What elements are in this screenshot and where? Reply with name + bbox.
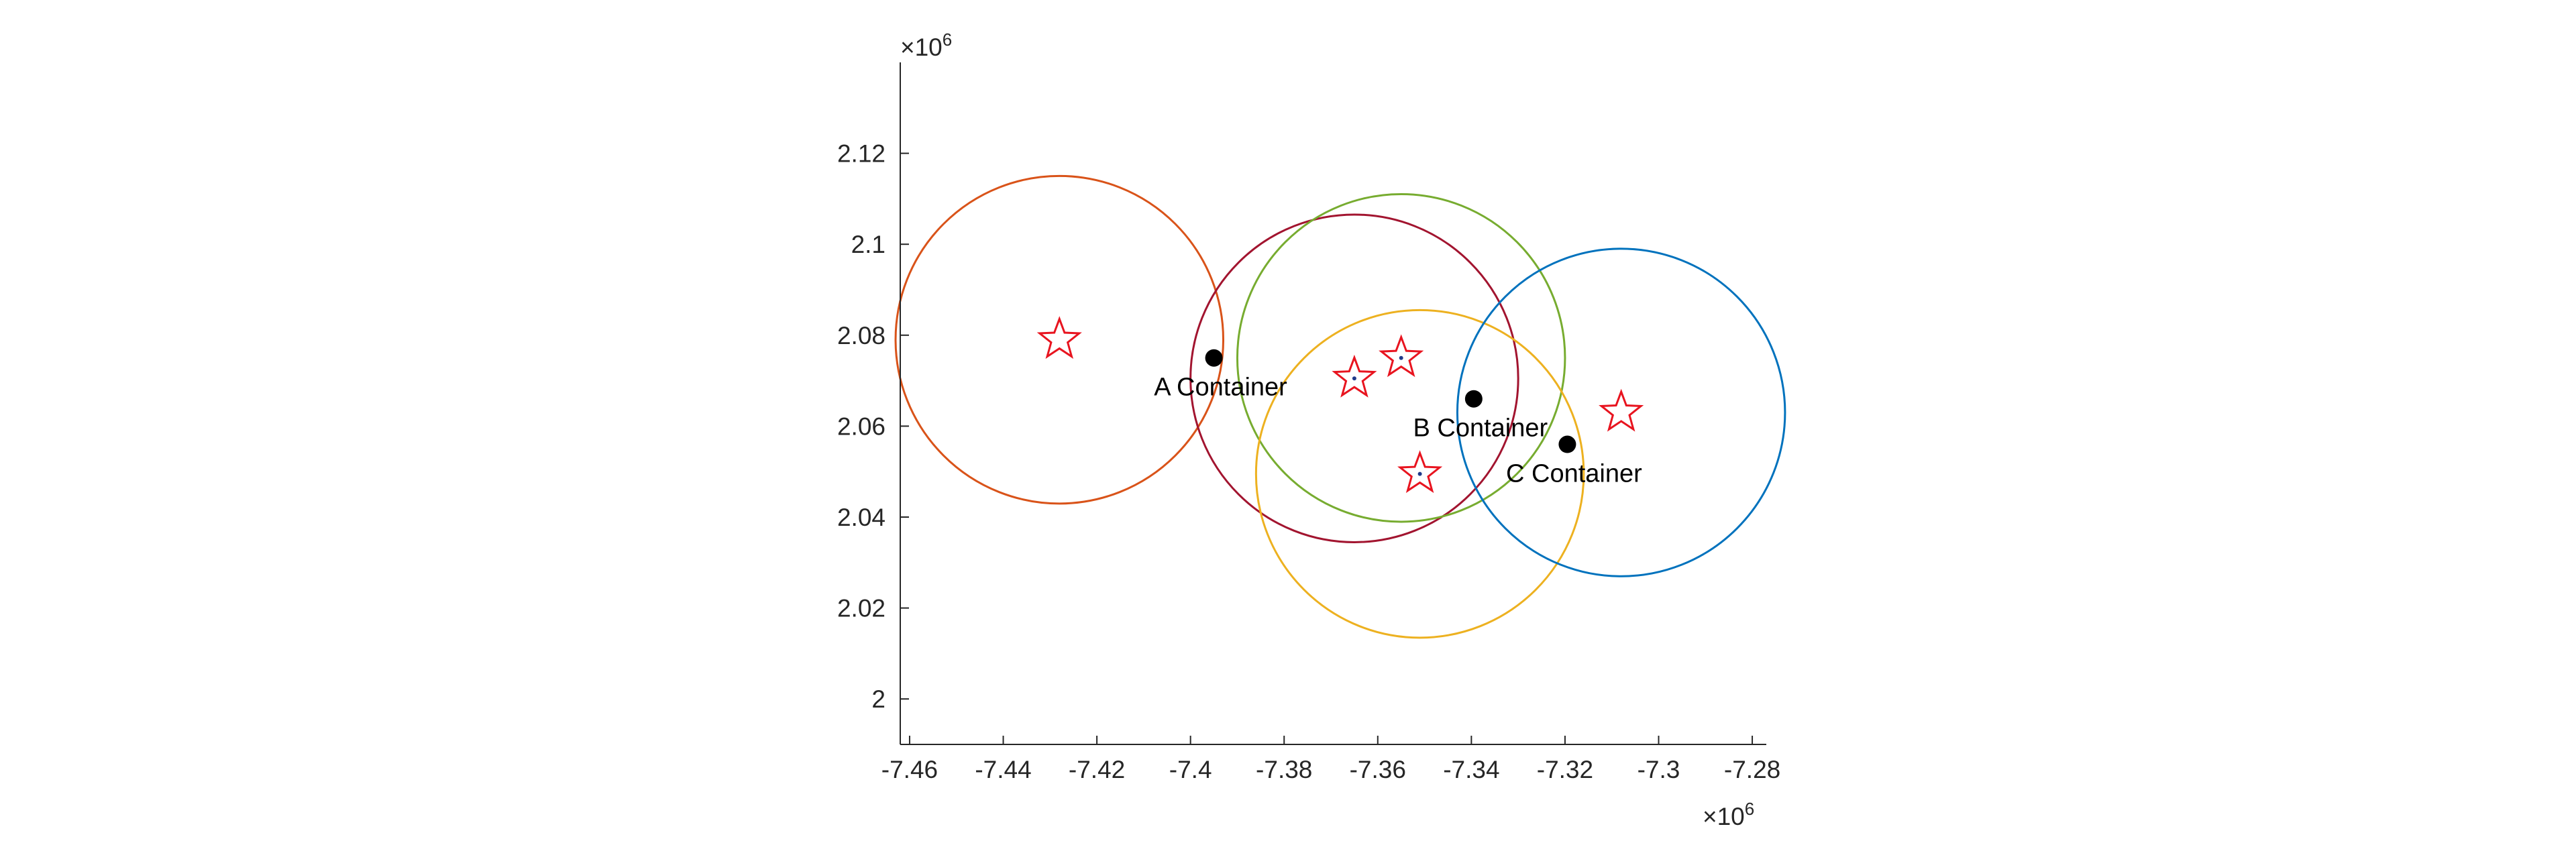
container-label-3: C Container (1506, 460, 1642, 488)
container-label-2: B Container (1413, 414, 1548, 443)
x-tick-label: -7.42 (1069, 756, 1125, 783)
star-marker-1 (1036, 316, 1082, 359)
markers-layer (1036, 316, 1644, 494)
star-marker-4 (1397, 450, 1443, 494)
y-tick-label: 2.04 (837, 504, 885, 531)
star-marker-3 (1379, 334, 1424, 378)
x-tick-label: -7.28 (1724, 756, 1780, 783)
center-dot-1 (1352, 376, 1356, 381)
y-tick-label: 2.06 (837, 412, 885, 440)
y-tick-label: 2.08 (837, 322, 885, 349)
coverage-circle-5 (1456, 247, 1786, 577)
star-marker-5 (1599, 388, 1644, 432)
y-tick-label: 2.02 (837, 595, 885, 622)
center-dot-2 (1399, 355, 1403, 360)
y-tick-label: 2.1 (851, 231, 885, 258)
x-tick-label: -7.36 (1350, 756, 1406, 783)
container-dot-2 (1464, 390, 1483, 408)
x-tick-label: -7.3 (1638, 756, 1680, 783)
x-tick-label: -7.4 (1169, 756, 1212, 783)
x-tick-label: -7.38 (1256, 756, 1312, 783)
circles-layer (894, 174, 1786, 639)
x-tick-label: -7.34 (1443, 756, 1499, 783)
x-tick-label: -7.46 (881, 756, 938, 783)
container-dot-1 (1205, 349, 1223, 367)
axes-layer: -7.46 -7.44 -7.42 -7.4 -7.38 -7.36 -7.34 -7.32-… (837, 30, 1780, 830)
center-dot-3 (1417, 471, 1422, 476)
y-exponent-label: ×106 (900, 30, 952, 61)
y-tick-label: 2 (871, 685, 885, 713)
x-exponent-label: ×106 (1703, 799, 1754, 830)
x-tick-label: -7.44 (975, 756, 1031, 783)
coverage-circle-4 (1254, 309, 1585, 639)
coverage-circle-3 (1236, 192, 1566, 523)
star-marker-2 (1332, 354, 1377, 398)
coverage-circle-2 (1189, 213, 1519, 543)
y-tick-label: 2.12 (837, 140, 885, 168)
coverage-circle-1 (894, 174, 1225, 505)
labels-layer: A Container B Container C Container (1154, 374, 1642, 488)
container-dot-3 (1558, 435, 1576, 453)
x-tick-label: -7.32 (1537, 756, 1593, 783)
container-label-1: A Container (1154, 374, 1287, 402)
